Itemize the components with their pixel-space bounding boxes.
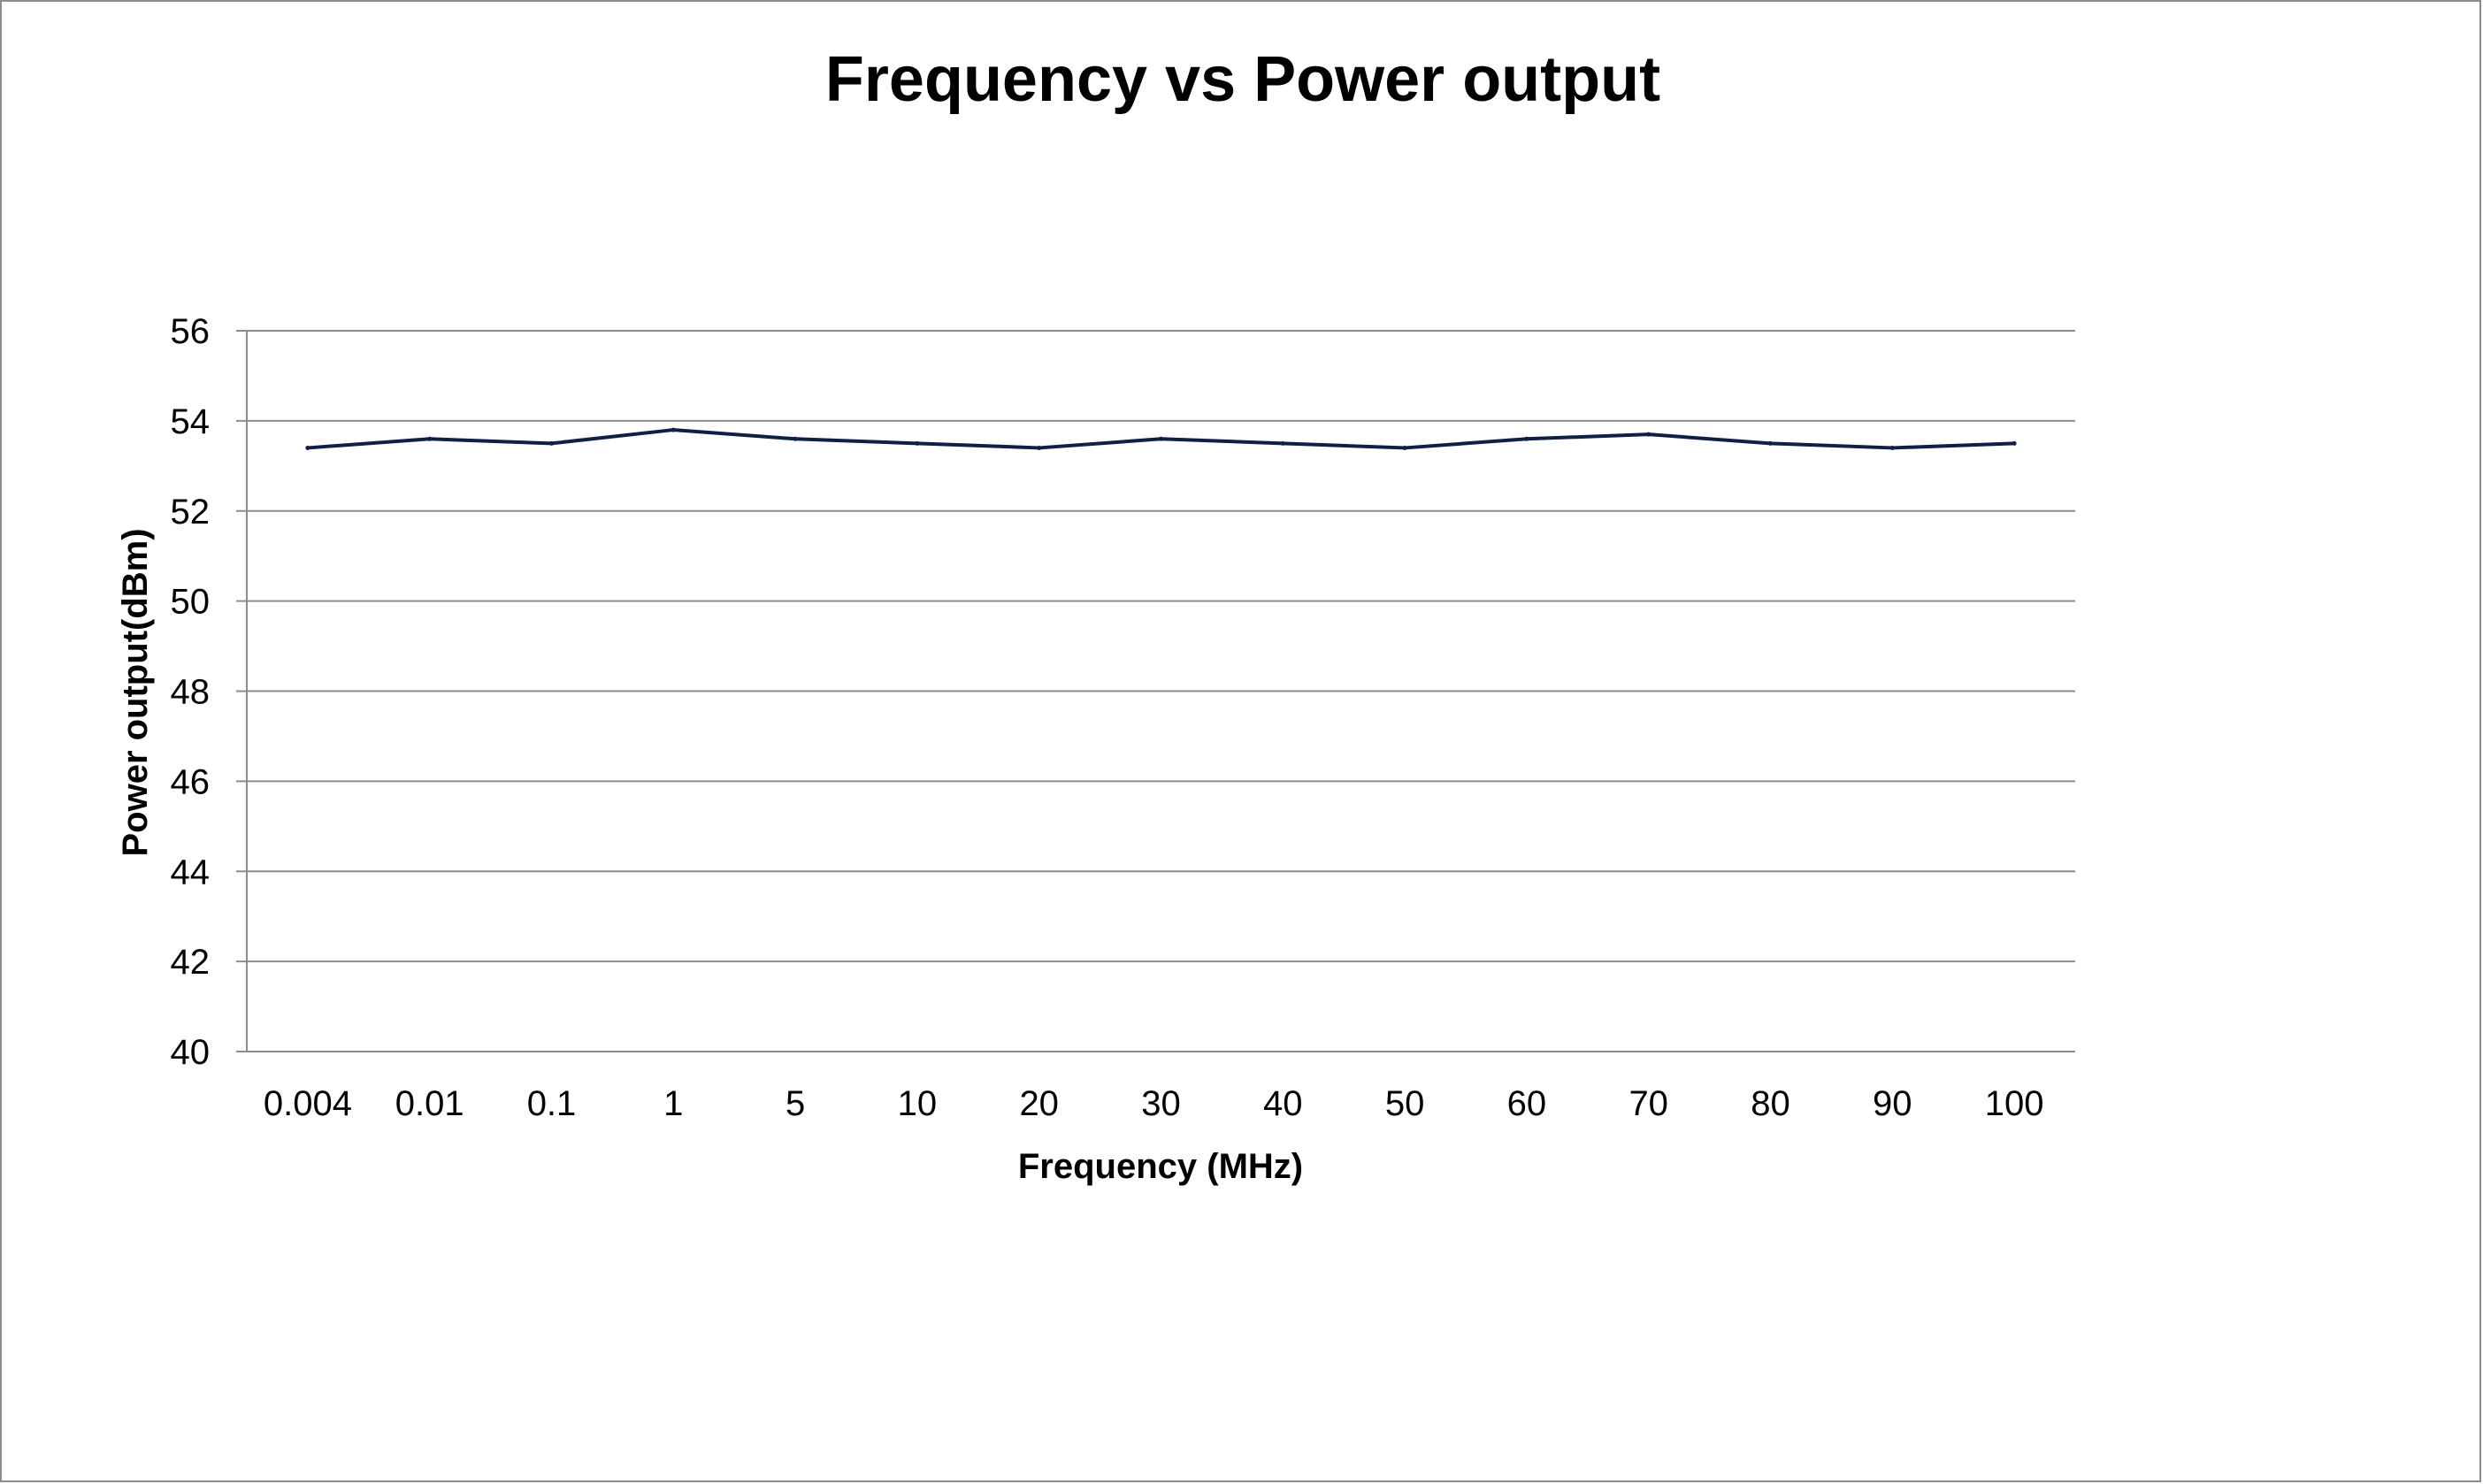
y-tick-label: 50: [171, 583, 211, 622]
x-tick-label: 5: [786, 1084, 805, 1123]
x-tick-label: 50: [1385, 1084, 1425, 1123]
x-tick-label: 0.004: [264, 1084, 352, 1123]
y-tick-label: 52: [171, 493, 211, 532]
x-tick-label: 20: [1019, 1084, 1059, 1123]
x-tick-label: 80: [1751, 1084, 1790, 1123]
x-tick-label: 1: [663, 1084, 683, 1123]
x-tick-label: 60: [1507, 1084, 1547, 1123]
data-point: [1524, 436, 1529, 441]
data-point: [793, 436, 798, 441]
y-tick-label: 40: [171, 1033, 211, 1072]
data-point: [1889, 445, 1895, 450]
data-point: [671, 427, 676, 432]
data-point: [1037, 445, 1042, 450]
y-tick-labels: 40 42 44 46 48 50 52 54 56: [171, 312, 211, 1072]
data-point: [915, 440, 920, 446]
data-point: [305, 445, 310, 450]
y-tick-label: 48: [171, 673, 211, 712]
data-point: [1768, 440, 1773, 446]
x-axis-title: Frequency (MHz): [1018, 1147, 1303, 1186]
x-tick-label: 100: [1985, 1084, 2044, 1123]
x-tick-labels: 0.004 0.01 0.1 1 5 10 20 30 40 50 60 70 80 90 100: [264, 1084, 2044, 1123]
y-tick-label: 46: [171, 762, 211, 801]
data-point: [427, 436, 433, 441]
x-tick-label: 0.01: [395, 1084, 464, 1123]
y-tick-label: 54: [171, 402, 211, 441]
y-tick-label: 44: [171, 853, 211, 891]
x-tick-label: 70: [1629, 1084, 1668, 1123]
y-tick-label: 56: [171, 312, 211, 351]
x-tick-label: 10: [898, 1084, 938, 1123]
x-tick-label: 0.1: [527, 1084, 577, 1123]
chart-title: Frequency vs Power output: [825, 44, 1660, 115]
y-tick-label: 42: [171, 943, 211, 982]
x-tick-label: 40: [1263, 1084, 1303, 1123]
data-point: [2012, 440, 2017, 446]
data-point: [549, 440, 554, 446]
x-tick-label: 90: [1873, 1084, 1912, 1123]
y-axis-title: Power output(dBm): [116, 528, 155, 856]
data-point: [1280, 440, 1285, 446]
axes: [236, 330, 2075, 1052]
data-point: [1159, 436, 1163, 441]
series-layer: [305, 427, 2017, 450]
gridlines: [247, 330, 2075, 963]
data-point: [1646, 432, 1652, 437]
data-point: [1402, 445, 1407, 450]
x-tick-label: 30: [1141, 1084, 1181, 1123]
